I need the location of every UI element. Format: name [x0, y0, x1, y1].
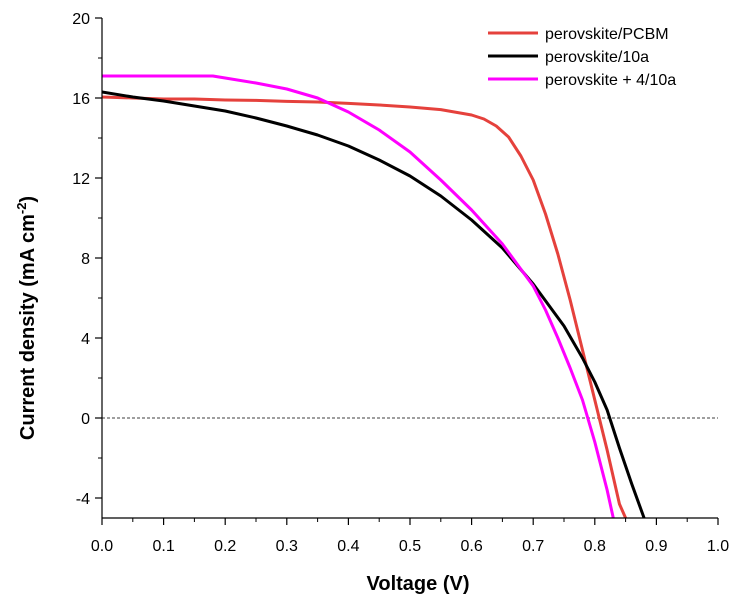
y-axis-ticks: -4 0 4 8 12 16 20 — [72, 11, 102, 508]
legend-label-2: perovskite/10a — [545, 49, 649, 66]
series-layer — [102, 74, 646, 518]
y-tick-label: 12 — [72, 171, 90, 188]
x-tick-label: 0.5 — [399, 538, 421, 555]
x-tick-label: 0.2 — [214, 538, 236, 555]
x-tick-label: 0.8 — [584, 538, 606, 555]
x-tick-label: 0.4 — [337, 538, 359, 555]
y-tick-label: -4 — [76, 491, 90, 508]
axis-frame — [101, 18, 718, 519]
y-tick-label: 4 — [81, 331, 90, 348]
series-line-2 — [102, 90, 646, 518]
series-line-1 — [102, 95, 627, 518]
x-tick-label: 0.9 — [645, 538, 667, 555]
y-axis-label: Current density (mA cm-2) — [14, 196, 39, 440]
series-line-3 — [102, 74, 615, 518]
x-tick-label: 0.3 — [276, 538, 298, 555]
x-tick-label: 1.0 — [707, 538, 729, 555]
x-axis-label: Voltage (V) — [367, 573, 470, 595]
y-tick-label: 8 — [81, 251, 90, 268]
x-axis-ticks: 0.0 0.1 0.2 0.3 0.4 0.5 0.6 0.7 0.8 0.9 1.0 — [91, 518, 729, 555]
x-tick-label: 0.7 — [522, 538, 544, 555]
x-tick-label: 0.1 — [152, 538, 174, 555]
x-tick-label: 0.6 — [460, 538, 482, 555]
y-tick-label: 16 — [72, 91, 90, 108]
legend-label-3: perovskite + 4/10a — [545, 72, 676, 89]
legend-label-1: perovskite/PCBM — [545, 26, 669, 43]
x-tick-label: 0.0 — [91, 538, 113, 555]
y-tick-label: 0 — [81, 411, 90, 428]
legend: perovskite/PCBM perovskite/10a perovskite … — [488, 26, 676, 89]
y-tick-label: 20 — [72, 11, 90, 28]
